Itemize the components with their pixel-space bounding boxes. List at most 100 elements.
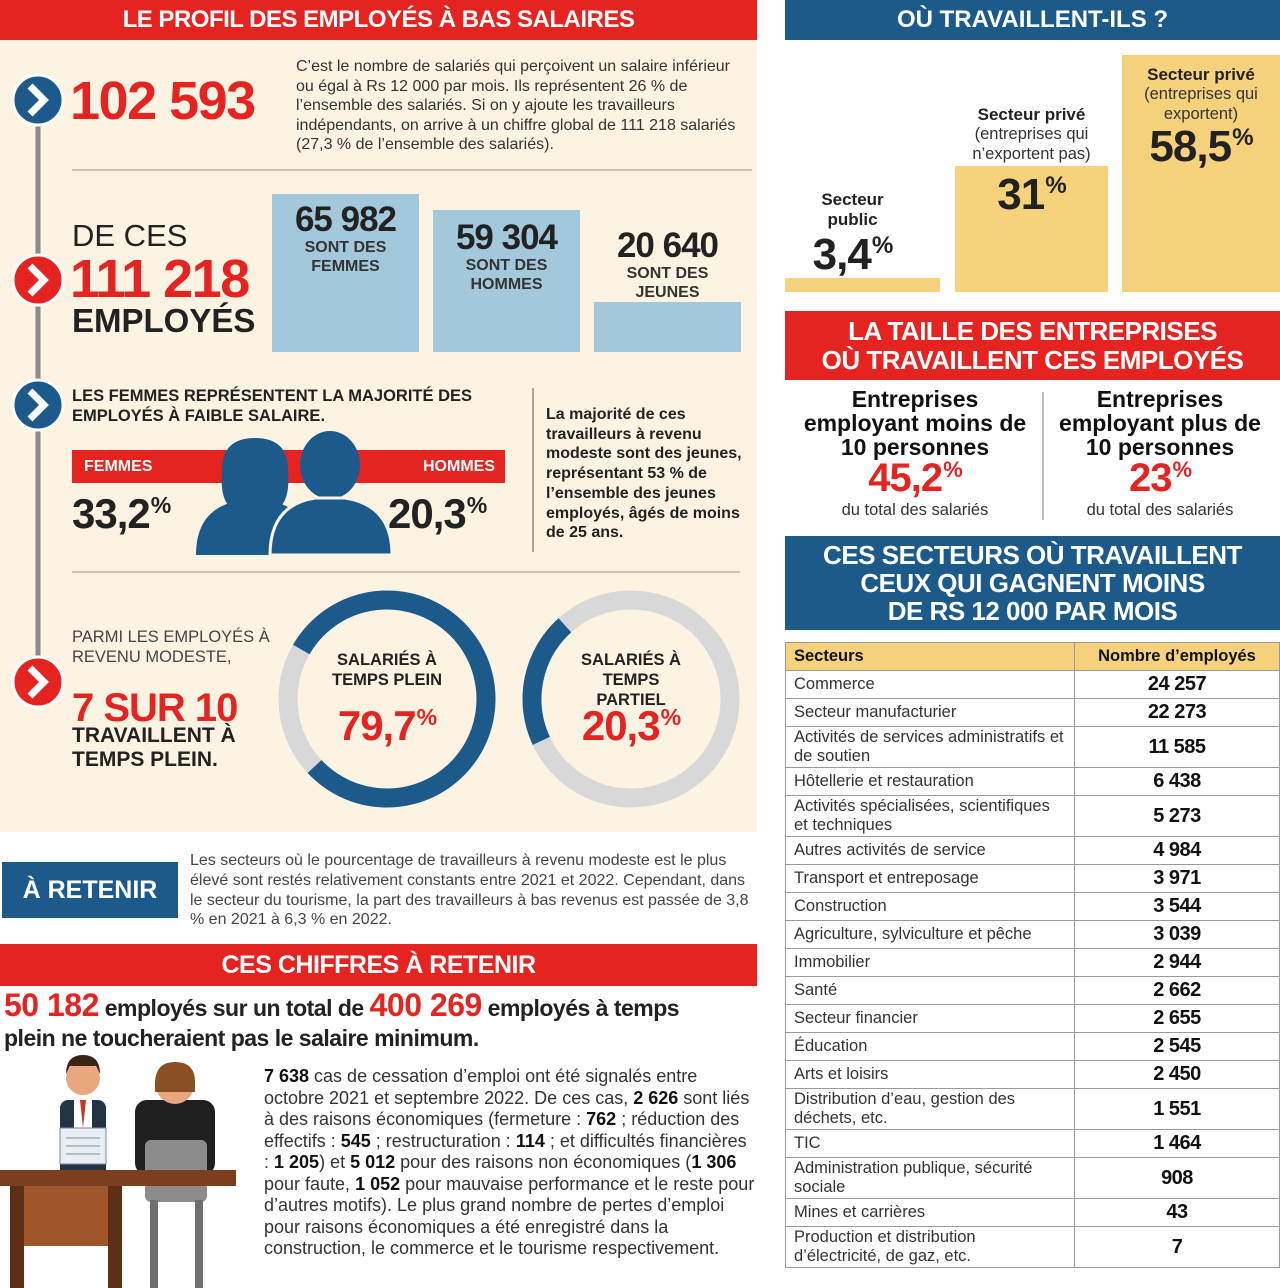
- bar-value: 59 304: [455, 218, 558, 257]
- text-run: employés sur un total de: [98, 995, 370, 1021]
- sector-name: Commerce: [785, 670, 1075, 699]
- size-title: Entreprises employant plus de 10 personn…: [1059, 386, 1261, 460]
- sector-name: Construction: [785, 892, 1075, 921]
- sector-detail: (entreprises qui n’exportent pas): [972, 125, 1091, 163]
- table-band: [785, 536, 1280, 630]
- highlight: 2 626: [633, 1087, 679, 1108]
- text-run: ; restructuration :: [370, 1130, 516, 1151]
- unit: %: [660, 704, 682, 730]
- table-row: Administration publique, sécurité social…: [785, 1157, 1280, 1199]
- sector-detail: (entreprises qui exportent): [1144, 85, 1258, 123]
- bar: [433, 209, 580, 352]
- table-row: Activités spécialisées, scientifiques et…: [785, 795, 1280, 837]
- sector-name: Activités spécialisées, scientifiques et…: [785, 795, 1075, 837]
- sector-name: Transport et entreposage: [785, 864, 1075, 893]
- donut-value: 20,3%: [551, 702, 711, 750]
- value: 33,2: [72, 490, 151, 537]
- text-run: employés à temps plein ne toucheraient p…: [4, 995, 680, 1051]
- table-row: Autres activités de service 4 984: [785, 836, 1280, 865]
- sector-name: Secteur privé: [977, 105, 1086, 124]
- unit: %: [943, 456, 963, 482]
- table-row: Activités de services administratifs et …: [785, 726, 1280, 768]
- employee-count: 11 585: [1074, 726, 1280, 768]
- employee-count: 7: [1074, 1226, 1280, 1268]
- value: 31: [997, 170, 1045, 219]
- highlight: 1 052: [355, 1173, 401, 1194]
- table-row: Distribution d’eau, gestion des déchets,…: [785, 1088, 1280, 1130]
- table-row: TIC 1 464: [785, 1129, 1280, 1158]
- unit: %: [466, 492, 488, 518]
- sector-value: 3,4%: [775, 230, 930, 280]
- highlight: 1 205: [274, 1152, 320, 1172]
- sector-name: Secteur manufacturier: [785, 698, 1075, 727]
- retain-label: À RETENIR: [2, 862, 178, 918]
- headline-number: 102 593: [70, 71, 256, 131]
- employee-count: 43: [1074, 1198, 1280, 1227]
- highlight: 400 269: [369, 987, 483, 1023]
- sector-name: Immobilier: [785, 948, 1075, 977]
- sector-name: Autres activités de service: [785, 836, 1075, 865]
- text-run: pour faute,: [264, 1173, 356, 1194]
- employee-count: 1 551: [1074, 1088, 1280, 1130]
- office-illustration: [0, 1055, 236, 1288]
- employee-count: 3 971: [1074, 864, 1280, 893]
- employee-count: 6 438: [1074, 767, 1280, 796]
- figures-lead: 50 182 employés sur un total de 400 269 …: [4, 987, 704, 1053]
- fulltime-number: 7 SUR 10: [72, 686, 238, 730]
- employee-count: 2 545: [1074, 1032, 1280, 1061]
- text-run: ) et: [319, 1152, 351, 1172]
- unit: %: [1232, 124, 1253, 152]
- table-row: Transport et entreposage 3 971: [785, 864, 1280, 893]
- sector-name: Secteur financier: [785, 1004, 1075, 1033]
- figures-title: CES CHIFFRES À RETENIR: [221, 951, 536, 979]
- sector-name: Distribution d’eau, gestion des déchets,…: [785, 1088, 1075, 1130]
- size-value: 23%: [1050, 456, 1270, 501]
- total-suffix: EMPLOYÉS: [72, 302, 256, 339]
- employee-count: 5 273: [1074, 795, 1280, 837]
- bar-label: SONT DES HOMMES: [465, 257, 548, 293]
- header-cell: Secteurs: [785, 642, 1075, 671]
- retain-text: Les secteurs où le pourcentage de travai…: [190, 852, 749, 929]
- employee-count: 2 450: [1074, 1060, 1280, 1089]
- table-row: Secteur financier 2 655: [785, 1004, 1280, 1033]
- employee-count: 3 039: [1074, 920, 1280, 949]
- gender-band: [72, 450, 505, 483]
- sector-name: Arts et loisirs: [785, 1060, 1075, 1089]
- table-row: Éducation 2 545: [785, 1032, 1280, 1061]
- employee-count: 4 984: [1074, 836, 1280, 865]
- sector-name: TIC: [785, 1129, 1075, 1158]
- employee-count: 908: [1074, 1157, 1280, 1199]
- sizes-title: OÙ TRAVAILLENT CES EMPLOYÉS: [821, 345, 1244, 375]
- table-row: Secteur manufacturier 22 273: [785, 698, 1280, 727]
- value: 20,3: [388, 490, 467, 537]
- figures-band: [0, 944, 757, 986]
- table-header: Secteurs Nombre d’employés: [785, 642, 1280, 671]
- unit: %: [1045, 172, 1066, 200]
- value: 45,2: [868, 456, 943, 500]
- donut-arc: [522, 590, 740, 808]
- women-value: 33,2%: [72, 490, 171, 538]
- highlight: 545: [340, 1130, 371, 1151]
- sector-bar: [1122, 55, 1280, 292]
- total-number: 111 218: [70, 249, 250, 309]
- bar: [272, 193, 419, 352]
- sector-name: Éducation: [785, 1032, 1075, 1061]
- chevron-icon: [11, 655, 65, 709]
- employee-count: 2 655: [1074, 1004, 1280, 1033]
- unit: %: [1172, 456, 1192, 482]
- value: 79,7: [337, 702, 417, 749]
- sector-name: Secteur public: [821, 190, 884, 229]
- section-title: LE PROFIL DES EMPLOYÉS À BAS SALAIRES: [0, 0, 757, 40]
- value: 3,4: [812, 230, 872, 279]
- header-cell: Nombre d’employés: [1074, 642, 1280, 671]
- people-icon: [196, 431, 394, 557]
- unit: %: [416, 704, 438, 730]
- highlight: 114: [515, 1130, 545, 1151]
- headline-text: C’est le nombre de salariés qui perçoive…: [296, 58, 736, 153]
- highlight: 50 182: [4, 987, 99, 1023]
- sector-value: 31%: [955, 170, 1108, 220]
- employee-count: 2 662: [1074, 976, 1280, 1005]
- sector-bar: [785, 278, 940, 292]
- total-prefix: DE CES: [72, 218, 188, 253]
